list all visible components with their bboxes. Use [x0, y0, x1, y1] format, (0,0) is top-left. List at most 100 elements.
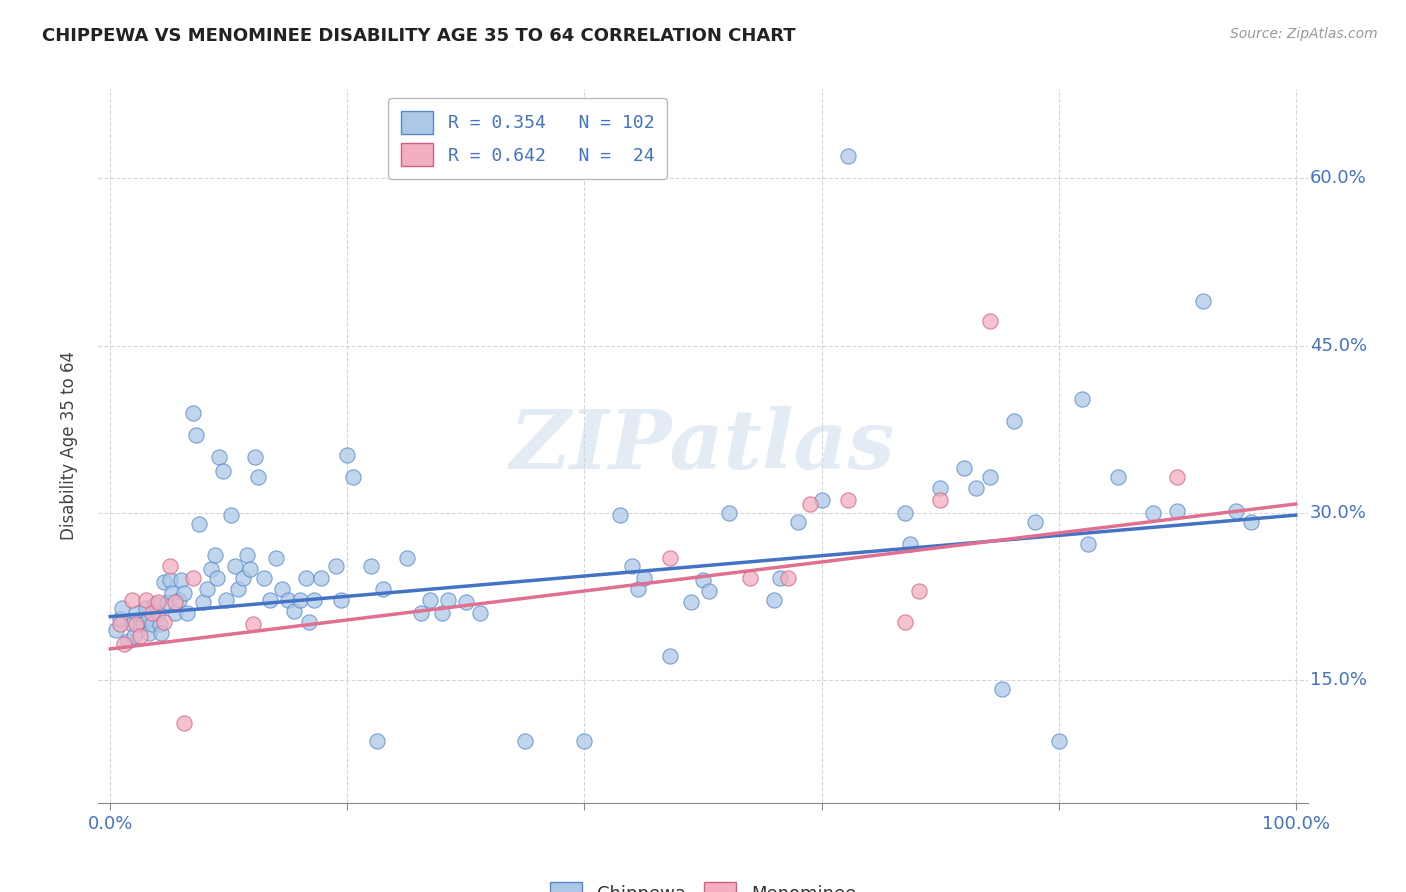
Point [929, 492, 952, 507]
Point [298, 615, 321, 630]
Point [627, 582, 650, 596]
Point [1024, 515, 1046, 529]
Point [409, 607, 432, 621]
Point [239, 562, 262, 576]
Point [226, 582, 249, 596]
Point [149, 617, 172, 632]
Point [277, 592, 299, 607]
Point [108, 612, 131, 626]
Point [658, 550, 681, 565]
Point [342, 470, 364, 484]
Point [165, 595, 187, 609]
Point [235, 548, 257, 563]
Point [176, 607, 198, 621]
Point [111, 600, 134, 615]
Point [146, 595, 169, 609]
Point [243, 450, 266, 464]
Point [181, 571, 204, 585]
Point [454, 595, 477, 609]
Point [114, 637, 136, 651]
Point [132, 617, 155, 632]
Point [160, 586, 183, 600]
Point [224, 559, 246, 574]
Point [146, 607, 169, 621]
Point [837, 149, 859, 163]
Point [188, 517, 211, 532]
Point [200, 562, 222, 576]
Point [692, 573, 714, 587]
Point [271, 582, 294, 596]
Point [135, 592, 157, 607]
Text: 60.0%: 60.0% [1310, 169, 1367, 187]
Point [205, 571, 228, 585]
Point [105, 623, 128, 637]
Point [165, 607, 187, 621]
Point [360, 559, 382, 574]
Point [135, 600, 157, 615]
Point [159, 559, 181, 574]
Point [371, 582, 394, 596]
Point [138, 626, 160, 640]
Point [900, 537, 922, 551]
Point [259, 592, 281, 607]
Point [143, 598, 166, 612]
Point [893, 506, 915, 520]
Point [141, 607, 163, 621]
Point [212, 464, 235, 478]
Point [181, 405, 204, 419]
Point [697, 583, 720, 598]
Point [173, 586, 195, 600]
Point [141, 617, 163, 632]
Text: Source: ZipAtlas.com: Source: ZipAtlas.com [1230, 27, 1378, 41]
Point [658, 648, 681, 663]
Point [1166, 503, 1188, 517]
Point [215, 592, 238, 607]
Point [121, 617, 143, 632]
Point [311, 571, 333, 585]
Point [1107, 470, 1129, 484]
Point [295, 571, 318, 585]
Text: CHIPPEWA VS MENOMINEE DISABILITY AGE 35 TO 64 CORRELATION CHART: CHIPPEWA VS MENOMINEE DISABILITY AGE 35 … [42, 27, 796, 45]
Point [718, 506, 741, 520]
Point [152, 615, 174, 630]
Point [117, 634, 139, 648]
Point [1047, 734, 1070, 748]
Point [1192, 293, 1215, 308]
Point [515, 734, 537, 748]
Point [150, 626, 173, 640]
Point [633, 571, 655, 585]
Point [197, 582, 219, 596]
Point [136, 612, 159, 626]
Point [253, 571, 276, 585]
Point [437, 592, 460, 607]
Point [159, 573, 181, 587]
Point [763, 592, 786, 607]
Point [893, 615, 915, 630]
Point [170, 573, 193, 587]
Point [156, 595, 179, 609]
Point [769, 571, 792, 585]
Text: 30.0%: 30.0% [1310, 504, 1367, 522]
Text: ZIPatlas: ZIPatlas [510, 406, 896, 486]
Point [810, 492, 832, 507]
Point [191, 595, 214, 609]
Point [1166, 470, 1188, 484]
Point [122, 628, 145, 642]
Point [129, 617, 152, 632]
Text: 15.0%: 15.0% [1310, 671, 1367, 690]
Point [432, 607, 454, 621]
Point [965, 481, 987, 495]
Text: 45.0%: 45.0% [1310, 336, 1367, 355]
Point [740, 571, 762, 585]
Point [681, 595, 703, 609]
Point [336, 448, 359, 462]
Point [108, 617, 131, 632]
Point [979, 470, 1001, 484]
Point [609, 508, 631, 523]
Legend: Chippewa, Menominee: Chippewa, Menominee [541, 872, 865, 892]
Point [125, 607, 148, 621]
Point [1142, 506, 1164, 520]
Point [242, 617, 264, 632]
Point [395, 550, 418, 565]
Point [288, 592, 311, 607]
